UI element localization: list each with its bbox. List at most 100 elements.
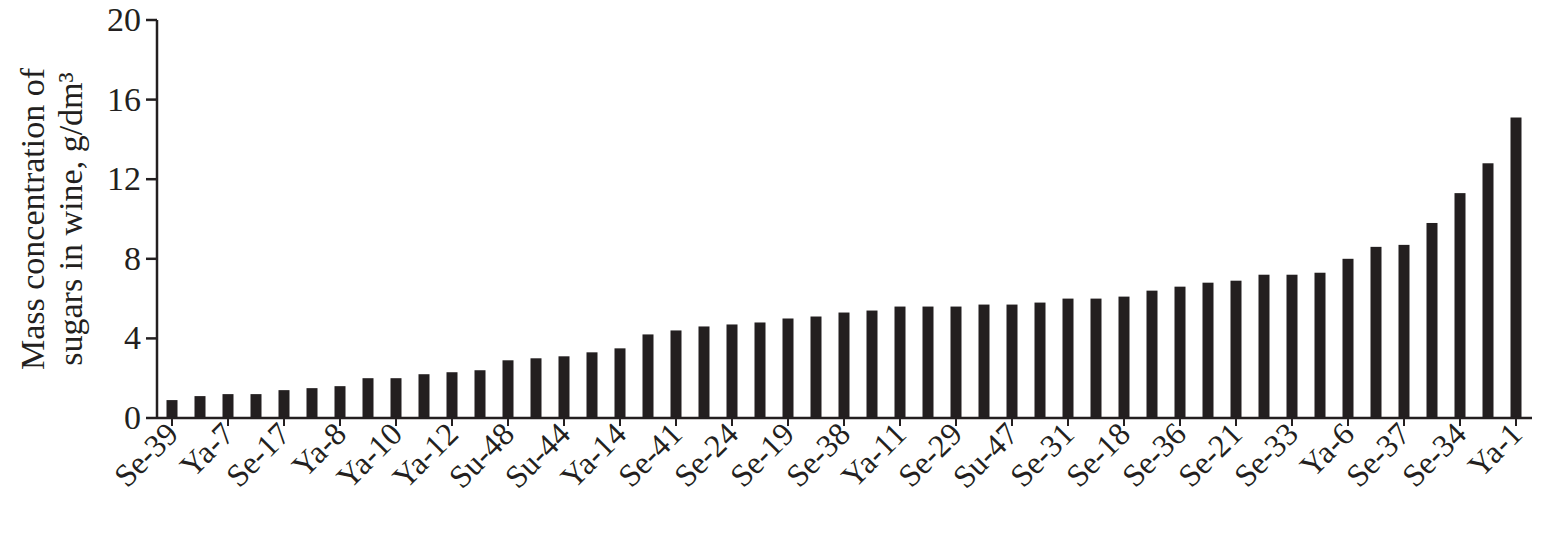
x-tick-label: Se-24 xyxy=(667,415,745,493)
x-tick xyxy=(899,418,901,426)
y-tick xyxy=(146,337,157,340)
x-tick xyxy=(227,418,229,426)
bar xyxy=(1399,245,1410,418)
y-tick-label: 4 xyxy=(124,319,141,356)
x-tick-label: Se-33 xyxy=(1227,415,1305,493)
bar xyxy=(1035,303,1046,418)
x-tick-label: Ya-10 xyxy=(329,415,409,495)
x-tick xyxy=(171,418,173,426)
bar xyxy=(1175,287,1186,418)
bar xyxy=(503,360,514,418)
bar xyxy=(223,394,234,418)
bar xyxy=(1483,163,1494,418)
bar xyxy=(839,313,850,418)
x-tick xyxy=(675,418,677,426)
bar xyxy=(1259,275,1270,418)
bar xyxy=(951,307,962,418)
x-tick xyxy=(1515,418,1517,426)
x-tick xyxy=(1403,418,1405,426)
bar xyxy=(755,322,766,418)
bar xyxy=(811,317,822,418)
bar xyxy=(1455,193,1466,418)
x-tick-label: Ya-14 xyxy=(553,415,633,495)
bar xyxy=(251,394,262,418)
x-tick xyxy=(451,418,453,426)
bar xyxy=(1287,275,1298,418)
y-tick xyxy=(146,258,157,261)
x-tick xyxy=(1291,418,1293,426)
y-tick-label: 12 xyxy=(107,160,141,197)
y-axis-label: Mass concentration of xyxy=(14,67,51,370)
x-tick xyxy=(1347,418,1349,426)
chart: 048121620Se-39Ya-7Se-17Ya-8Ya-10Ya-12Su-… xyxy=(0,0,1550,537)
bar xyxy=(1231,281,1242,418)
bar xyxy=(1007,305,1018,418)
bar xyxy=(195,396,206,418)
x-tick xyxy=(619,418,621,426)
x-tick xyxy=(339,418,341,426)
bar xyxy=(615,348,626,418)
x-tick-label: Su-47 xyxy=(945,415,1025,495)
x-tick xyxy=(731,418,733,426)
bar xyxy=(699,326,710,418)
x-tick xyxy=(507,418,509,426)
bar xyxy=(671,330,682,418)
bar xyxy=(363,378,374,418)
x-tick-label: Su-48 xyxy=(441,415,521,495)
bar xyxy=(1063,299,1074,418)
y-axis xyxy=(156,20,159,418)
x-tick-label: Se-36 xyxy=(1115,415,1193,493)
bar xyxy=(923,307,934,418)
bar xyxy=(335,386,346,418)
bars xyxy=(167,118,1522,418)
bar xyxy=(867,311,878,418)
bar xyxy=(1371,247,1382,418)
bar xyxy=(727,324,738,418)
bar xyxy=(643,334,654,418)
bar xyxy=(1091,299,1102,418)
bar xyxy=(1203,283,1214,418)
x-tick xyxy=(1067,418,1069,426)
x-tick xyxy=(1235,418,1237,426)
y-tick-label: 8 xyxy=(124,240,141,277)
x-tick-label: Su-44 xyxy=(497,415,577,495)
x-tick-label: Ya-1 xyxy=(1461,415,1529,483)
x-tick xyxy=(563,418,565,426)
y-tick-label: 0 xyxy=(124,399,141,436)
bar xyxy=(167,400,178,418)
x-tick-label: Se-37 xyxy=(1339,415,1417,493)
x-tick-label: Se-39 xyxy=(107,415,185,493)
bar xyxy=(895,307,906,418)
x-tick-label: Se-19 xyxy=(723,415,801,493)
x-tick xyxy=(1459,418,1461,426)
bar xyxy=(1315,273,1326,418)
bar xyxy=(1427,223,1438,418)
x-tick xyxy=(1011,418,1013,426)
x-tick-label: Se-31 xyxy=(1003,415,1081,493)
x-tick xyxy=(395,418,397,426)
x-tick-label: Ya-12 xyxy=(385,415,465,495)
y-tick xyxy=(146,178,157,181)
bar xyxy=(531,358,542,418)
y-tick xyxy=(146,98,157,101)
bar xyxy=(1119,297,1130,418)
y-axis-label: sugars in wine, g/dm³ xyxy=(52,72,89,366)
y-tick-label: 20 xyxy=(107,1,141,38)
bar xyxy=(447,372,458,418)
bar xyxy=(587,352,598,418)
bar xyxy=(279,390,290,418)
bar xyxy=(559,356,570,418)
x-tick-label: Ya-11 xyxy=(834,415,913,494)
x-tick xyxy=(1179,418,1181,426)
y-tick-label: 16 xyxy=(107,81,141,118)
x-tick-label: Se-38 xyxy=(779,415,857,493)
bar xyxy=(391,378,402,418)
bar xyxy=(1343,259,1354,418)
x-tick-label: Se-41 xyxy=(611,415,689,493)
y-tick xyxy=(146,19,157,22)
bar xyxy=(475,370,486,418)
bar xyxy=(307,388,318,418)
x-tick-label: Se-21 xyxy=(1171,415,1249,493)
x-tick xyxy=(955,418,957,426)
x-tick-label: Se-17 xyxy=(219,415,297,493)
